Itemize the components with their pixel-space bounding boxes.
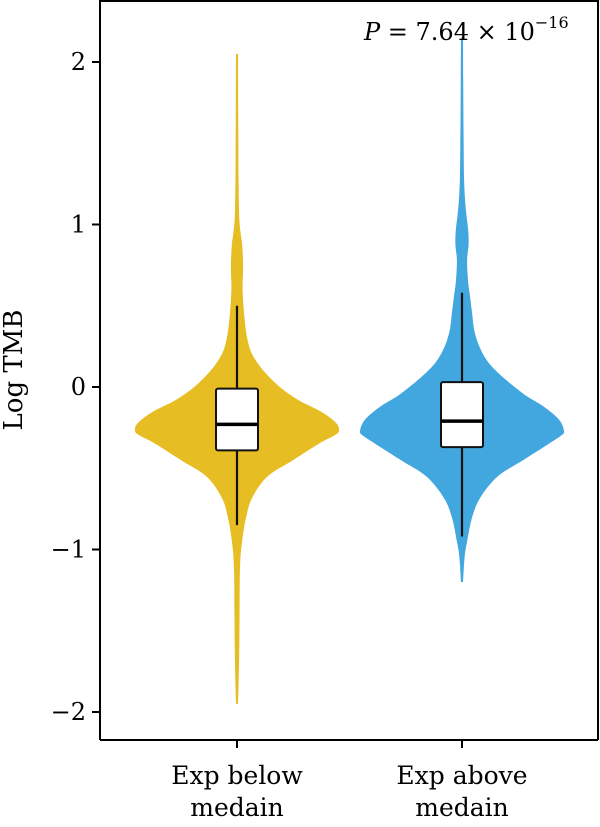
y-tick-label: 0 [71, 373, 86, 401]
x-category-label-line1: Exp below [171, 761, 303, 790]
x-category-label-line2: medain [415, 793, 509, 822]
box-iqr [215, 387, 259, 452]
y-tick-label: 1 [71, 211, 86, 239]
p-symbol: P [363, 18, 381, 46]
box-iqr [440, 381, 484, 449]
boxes-layer [215, 292, 484, 537]
y-axis-title: Log TMB [0, 310, 29, 431]
y-tick-label: −2 [51, 698, 86, 726]
y-tick-label: −1 [51, 536, 86, 564]
p-value-annotation: P = 7.64 × 10−16 [363, 13, 569, 46]
axes [99, 0, 599, 741]
p-value-text: = 7.64 × 10 [380, 18, 535, 46]
x-category-label-line1: Exp above [396, 761, 527, 790]
x-ticks: Exp below medain Exp above medain [171, 740, 528, 822]
y-tick-label: 2 [71, 48, 86, 76]
x-category-label-line2: medain [190, 793, 284, 822]
y-ticks: 2 1 0 −1 −2 [51, 48, 100, 726]
p-value-exponent: −16 [535, 13, 569, 32]
violins-layer [134, 37, 565, 704]
